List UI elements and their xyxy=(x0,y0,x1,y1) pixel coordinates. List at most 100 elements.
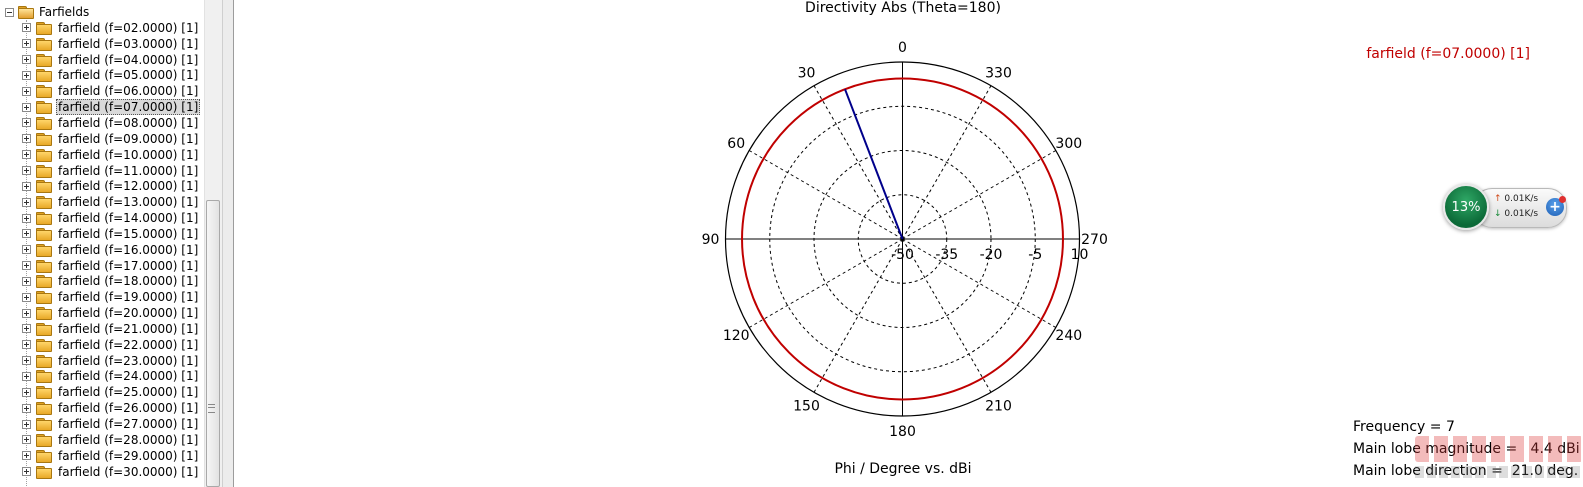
expand-icon[interactable] xyxy=(22,181,31,191)
tree-item[interactable]: farfield (f=05.0000) [1] xyxy=(0,68,200,84)
tree-node-label: Farfields xyxy=(39,5,90,19)
expand-icon[interactable] xyxy=(22,134,31,144)
tree-item-label: farfield (f=28.0000) [1] xyxy=(58,432,199,447)
expand-icon[interactable] xyxy=(22,419,31,429)
panel-splitter[interactable] xyxy=(222,0,234,487)
expand-icon[interactable] xyxy=(22,371,31,381)
scrollbar-thumb[interactable] xyxy=(206,200,220,487)
tree-item-label: farfield (f=09.0000) [1] xyxy=(58,131,199,146)
tree-item[interactable]: farfield (f=10.0000) [1] xyxy=(0,147,200,163)
tree-item[interactable]: farfield (f=13.0000) [1] xyxy=(0,194,200,210)
tree-item[interactable]: farfield (f=07.0000) [1] xyxy=(0,99,201,116)
expand-icon[interactable] xyxy=(22,292,31,302)
tree-item[interactable]: farfield (f=28.0000) [1] xyxy=(0,432,200,448)
tree-item[interactable]: farfield (f=27.0000) [1] xyxy=(0,416,200,432)
tree-item[interactable]: farfield (f=19.0000) [1] xyxy=(0,289,200,305)
expand-icon[interactable] xyxy=(22,102,31,112)
expand-icon[interactable] xyxy=(22,276,31,286)
tree-scrollbar[interactable] xyxy=(204,0,222,487)
expand-icon[interactable] xyxy=(22,435,31,445)
tree-item[interactable]: farfield (f=09.0000) [1] xyxy=(0,131,200,147)
scrollbar-grip-icon xyxy=(208,404,215,413)
tree-item[interactable]: farfield (f=18.0000) [1] xyxy=(0,274,200,290)
tree-node-farfields[interactable]: Farfields xyxy=(0,4,89,20)
tree-item[interactable]: farfield (f=22.0000) [1] xyxy=(0,337,200,353)
tree-item-list: farfield (f=02.0000) [1] farfield (f=03.0… xyxy=(0,20,201,480)
tree-item[interactable]: farfield (f=20.0000) [1] xyxy=(0,305,200,321)
expand-icon[interactable] xyxy=(22,403,31,413)
angle-tick-label: 60 xyxy=(727,136,745,152)
folder-icon xyxy=(36,275,52,289)
download-speed-text: 0.01K/s xyxy=(1504,209,1539,219)
plot-title: Directivity Abs (Theta=180) xyxy=(805,0,1001,16)
expand-icon[interactable] xyxy=(22,451,31,461)
download-arrow-icon: ↓ xyxy=(1494,209,1502,219)
tree-item[interactable]: farfield (f=26.0000) [1] xyxy=(0,400,200,416)
expand-icon[interactable] xyxy=(22,308,31,318)
network-speed-widget[interactable]: 13% ↑ 0.01K/s ↓ 0.01K/s + xyxy=(1443,184,1567,230)
expand-icon[interactable] xyxy=(22,229,31,239)
tree-item[interactable]: farfield (f=15.0000) [1] xyxy=(0,226,200,242)
tree-item[interactable]: farfield (f=23.0000) [1] xyxy=(0,353,200,369)
legend-entry[interactable]: farfield (f=07.0000) [1] xyxy=(1366,46,1530,62)
main-lobe-direction-text: Main lobe direction = 21.0 deg. xyxy=(1353,463,1579,479)
x-axis-label: Phi / Degree vs. dBi xyxy=(834,461,972,477)
tree-item-label: farfield (f=10.0000) [1] xyxy=(58,147,199,162)
expand-icon[interactable] xyxy=(22,118,31,128)
add-icon[interactable]: + xyxy=(1546,196,1566,216)
tree-item[interactable]: farfield (f=16.0000) [1] xyxy=(0,242,200,258)
tree-item-label: farfield (f=19.0000) [1] xyxy=(58,290,199,305)
folder-icon xyxy=(36,148,52,162)
tree-item[interactable]: farfield (f=03.0000) [1] xyxy=(0,36,200,52)
tree-item-label: farfield (f=11.0000) [1] xyxy=(58,163,199,178)
expand-icon[interactable] xyxy=(22,55,31,65)
expand-icon[interactable] xyxy=(22,467,31,477)
expand-icon[interactable] xyxy=(22,70,31,80)
folder-icon xyxy=(36,227,52,241)
tree-item[interactable]: farfield (f=24.0000) [1] xyxy=(0,369,200,385)
folder-icon xyxy=(36,69,52,83)
expand-icon[interactable] xyxy=(22,340,31,350)
tree-item[interactable]: farfield (f=14.0000) [1] xyxy=(0,210,200,226)
tree-item-label: farfield (f=29.0000) [1] xyxy=(58,448,199,463)
tree-item[interactable]: farfield (f=04.0000) [1] xyxy=(0,52,200,68)
angle-tick-label: 300 xyxy=(1055,136,1082,152)
tree-item[interactable]: farfield (f=12.0000) [1] xyxy=(0,178,200,194)
tree-item[interactable]: farfield (f=17.0000) [1] xyxy=(0,258,200,274)
tree-item-label: farfield (f=05.0000) [1] xyxy=(58,68,199,83)
expand-icon[interactable] xyxy=(22,86,31,96)
expand-icon[interactable] xyxy=(22,324,31,334)
folder-icon xyxy=(36,338,52,352)
tree-item[interactable]: farfield (f=30.0000) [1] xyxy=(0,464,200,480)
tree-item[interactable]: farfield (f=21.0000) [1] xyxy=(0,321,200,337)
tree-item[interactable]: farfield (f=29.0000) [1] xyxy=(0,448,200,464)
folder-icon xyxy=(36,21,52,35)
angle-tick-label: 0 xyxy=(898,40,907,56)
tree-item-label: farfield (f=26.0000) [1] xyxy=(58,401,199,416)
expand-icon[interactable] xyxy=(22,356,31,366)
folder-icon xyxy=(36,433,52,447)
tree-item-label: farfield (f=06.0000) [1] xyxy=(58,84,199,99)
expand-icon[interactable] xyxy=(22,166,31,176)
usage-percent-badge[interactable]: 13% xyxy=(1443,184,1489,230)
tree-item[interactable]: farfield (f=06.0000) [1] xyxy=(0,83,200,99)
expand-icon[interactable] xyxy=(22,245,31,255)
tree-item[interactable]: farfield (f=02.0000) [1] xyxy=(0,20,200,36)
collapse-icon[interactable] xyxy=(5,7,14,17)
tree-item[interactable]: farfield (f=25.0000) [1] xyxy=(0,384,200,400)
main-lobe-magnitude-text: Main lobe magnitude = 4.4 dBi xyxy=(1353,441,1580,457)
expand-icon[interactable] xyxy=(22,387,31,397)
expand-icon[interactable] xyxy=(22,261,31,271)
tree-item[interactable]: farfield (f=08.0000) [1] xyxy=(0,115,200,131)
expand-icon[interactable] xyxy=(22,213,31,223)
tree-item[interactable]: farfield (f=11.0000) [1] xyxy=(0,163,200,179)
expand-icon[interactable] xyxy=(22,197,31,207)
expand-icon[interactable] xyxy=(22,39,31,49)
tree-item-label: farfield (f=20.0000) [1] xyxy=(58,306,199,321)
download-speed: ↓ 0.01K/s xyxy=(1494,209,1538,219)
expand-icon[interactable] xyxy=(22,150,31,160)
radial-tick-label: 10 xyxy=(1071,247,1089,263)
expand-icon[interactable] xyxy=(22,23,31,33)
radial-tick-label: -50 xyxy=(891,247,914,263)
angle-grid-spoke xyxy=(813,85,903,240)
